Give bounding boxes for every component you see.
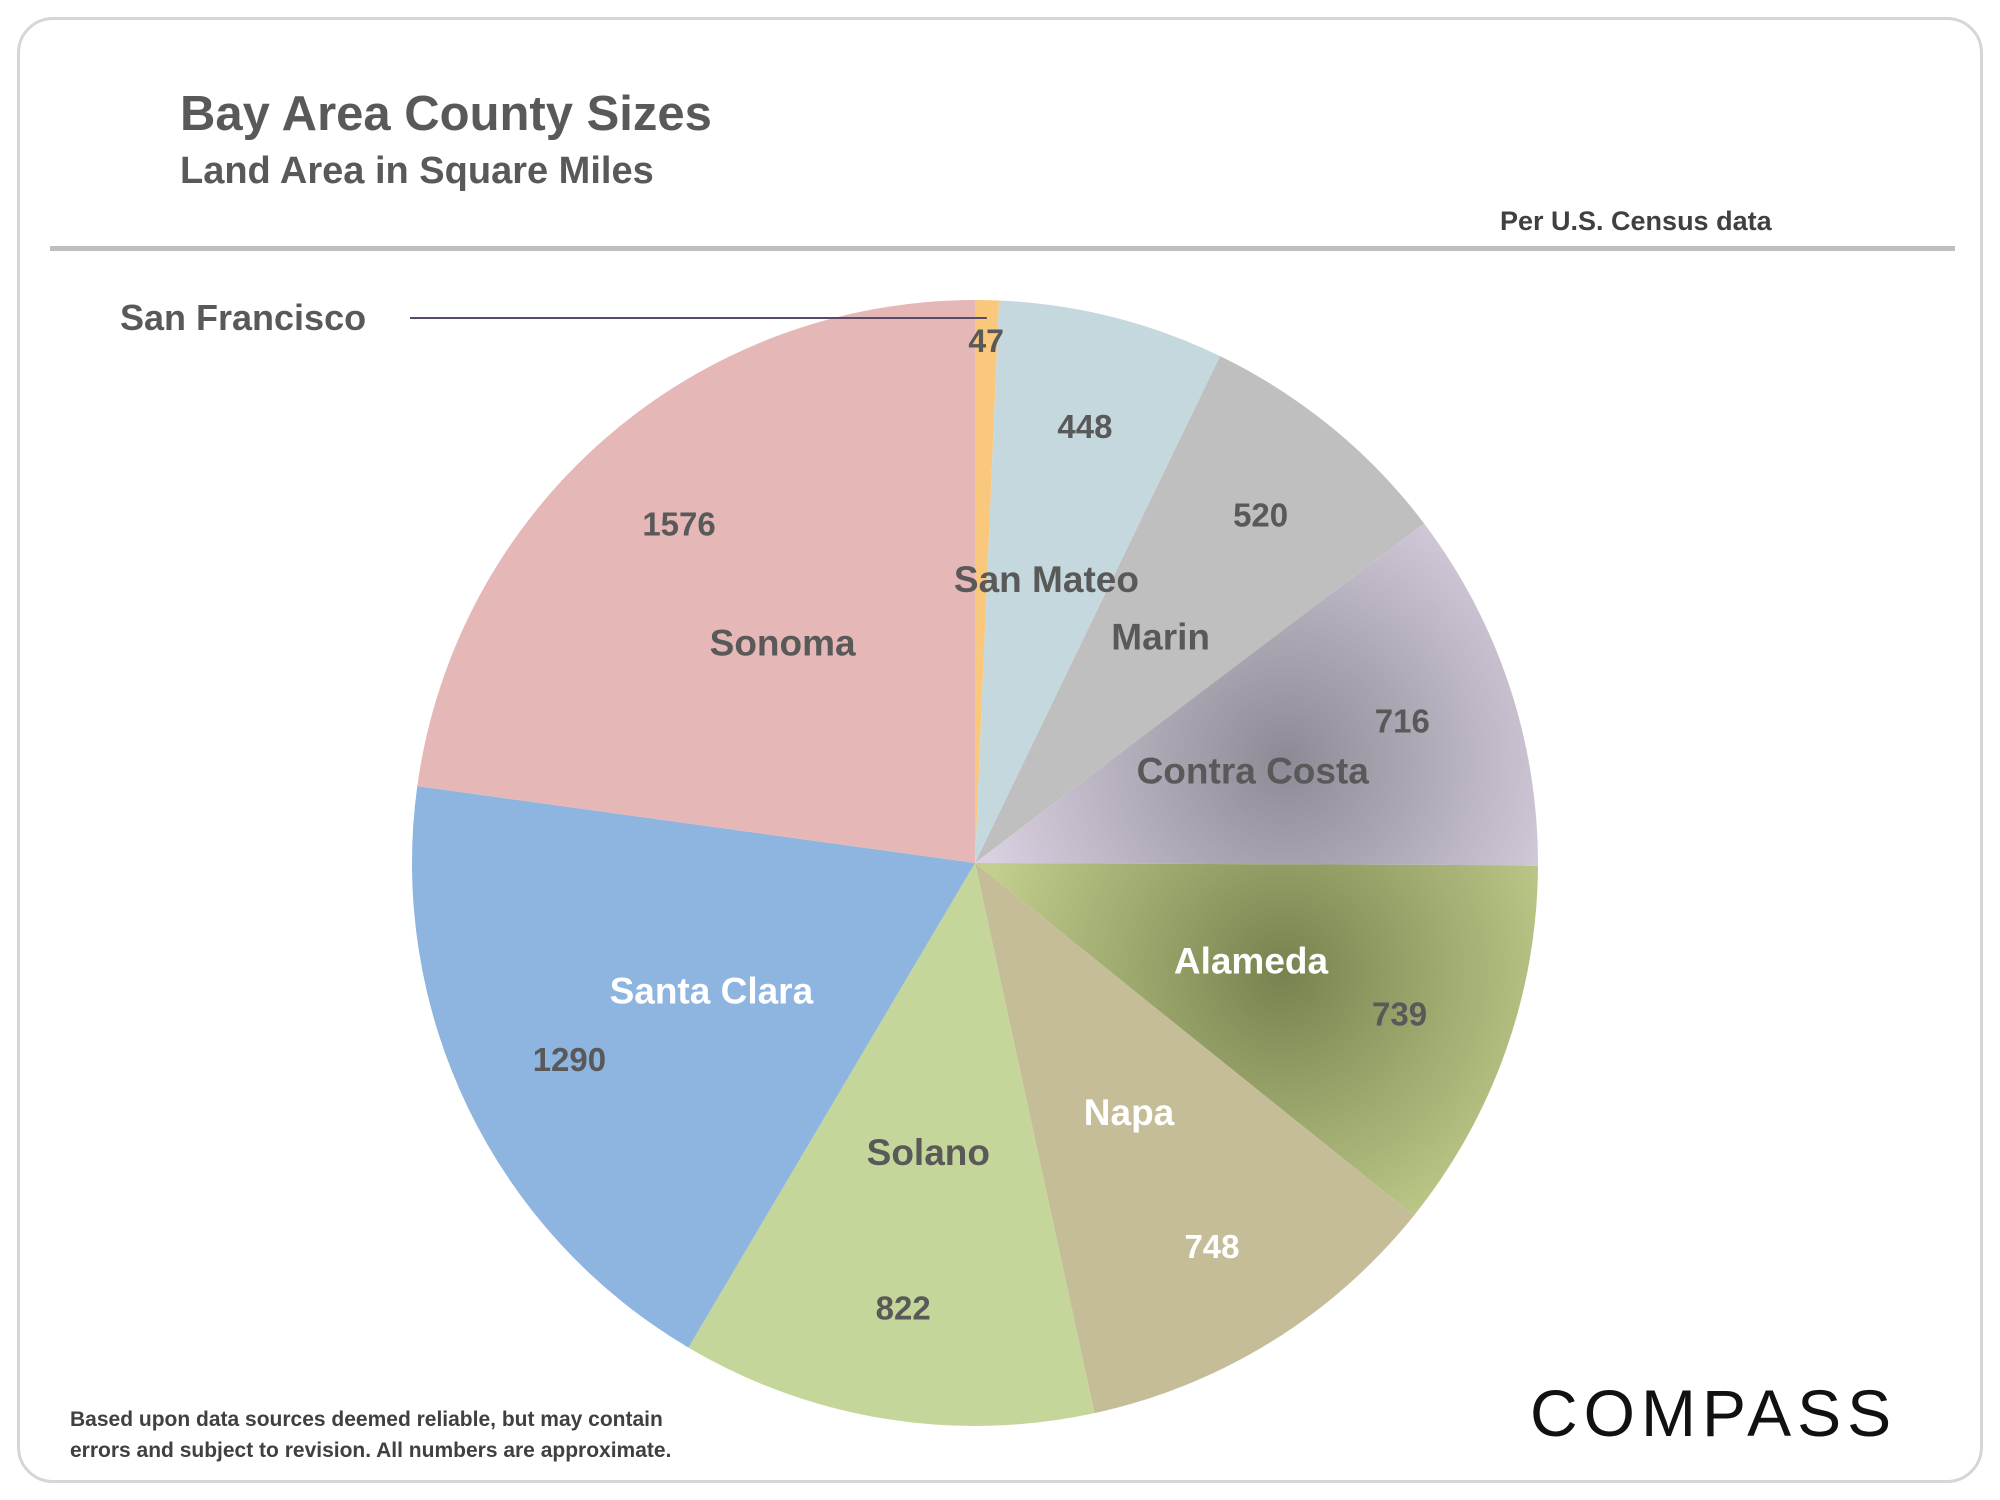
value-label-alameda: 739 xyxy=(1372,995,1427,1032)
chart-subtitle: Land Area in Square Miles xyxy=(180,150,654,192)
name-label-san-mateo: San Mateo xyxy=(954,559,1139,600)
value-label-napa: 748 xyxy=(1184,1228,1239,1265)
name-label-solano: Solano xyxy=(867,1132,990,1173)
disclaimer: Based upon data sources deemed reliable,… xyxy=(70,1404,720,1466)
name-label-napa: Napa xyxy=(1084,1092,1175,1133)
slice-sonoma xyxy=(417,300,975,863)
chart-title: Bay Area County Sizes xyxy=(180,87,712,141)
value-label-solano: 822 xyxy=(876,1290,931,1327)
name-label-alameda: Alameda xyxy=(1174,941,1329,982)
value-label-santa-clara: 1290 xyxy=(533,1041,606,1078)
value-label-san-francisco: 47 xyxy=(968,323,1004,359)
slice-marin xyxy=(975,356,1425,863)
name-label-santa-clara: Santa Clara xyxy=(610,970,814,1011)
compass-wordmark: COMPASS xyxy=(1530,1376,1897,1450)
header-divider xyxy=(50,246,1955,251)
slice-san-mateo xyxy=(975,300,1221,863)
value-label-sonoma: 1576 xyxy=(642,505,715,542)
compass-logo: COMPASS xyxy=(1530,1376,1897,1450)
slice-contra-costa xyxy=(975,523,1538,866)
slice-santa-clara xyxy=(411,786,975,1348)
slice-napa xyxy=(975,863,1415,1414)
source-note: Per U.S. Census data xyxy=(1500,206,1772,236)
name-label-marin: Marin xyxy=(1111,617,1210,658)
value-label-marin: 520 xyxy=(1233,497,1288,534)
slice-alameda xyxy=(975,863,1538,1216)
slice-solano xyxy=(688,863,1095,1426)
slice-san-francisco xyxy=(975,300,1000,863)
disclaimer-line-1: Based upon data sources deemed reliable,… xyxy=(70,1408,663,1431)
name-label-san-francisco: San Francisco xyxy=(120,297,366,338)
name-label-sonoma: Sonoma xyxy=(710,622,856,663)
disclaimer-line-2: errors and subject to revision. All numb… xyxy=(70,1439,672,1462)
value-label-san-mateo: 448 xyxy=(1057,408,1112,445)
name-label-contra-costa: Contra Costa xyxy=(1137,750,1370,791)
value-label-contra-costa: 716 xyxy=(1375,703,1430,740)
